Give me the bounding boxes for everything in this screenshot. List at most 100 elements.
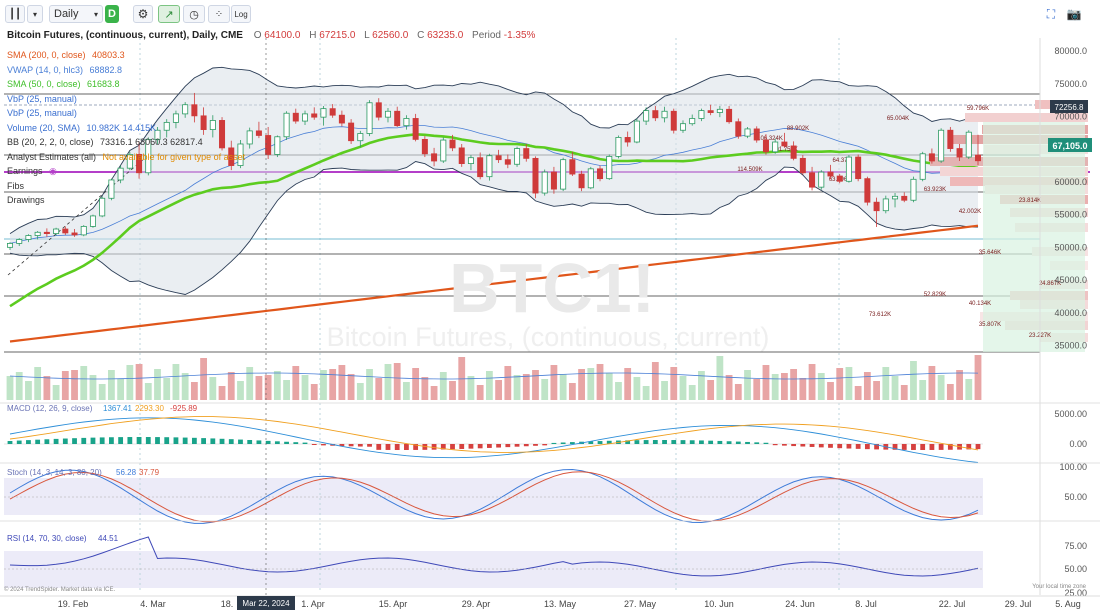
macd-histogram-bar	[699, 440, 704, 444]
stoch-k-line	[9, 468, 979, 524]
high-value: 67215.0	[319, 30, 356, 41]
legend-name: VbP (25, manual)	[7, 93, 77, 104]
stoch-legend-value: 56.28	[116, 468, 137, 477]
log-label: Log	[234, 9, 248, 19]
macd-histogram-bar	[72, 438, 77, 444]
macd-histogram-bar	[782, 444, 787, 446]
volume-bar	[965, 379, 973, 400]
legend-row[interactable]: BB (20, 2, 2, 0, close) 73316.1 68060.3 …	[7, 137, 203, 147]
volume-bar	[532, 370, 539, 400]
legend-row[interactable]: SMA (200, 0, close) 40803.3	[7, 50, 125, 60]
candle-body	[560, 159, 567, 190]
compare-button[interactable]: ⁘	[208, 5, 230, 23]
interval-select[interactable]: Daily ▾	[49, 5, 103, 23]
volume-bar	[495, 380, 503, 400]
candle-body	[126, 154, 133, 169]
candle-body	[615, 137, 622, 157]
volume-bar	[845, 367, 853, 400]
legend-value: 40803.3	[89, 50, 125, 60]
replay-button[interactable]: ◷	[183, 5, 205, 23]
candle-body	[246, 130, 253, 145]
candle-body	[975, 154, 982, 162]
volume-bar	[144, 383, 152, 400]
fullscreen-button[interactable]: ⛶	[1042, 5, 1060, 23]
eye-icon[interactable]: ◉	[46, 166, 57, 176]
candle-body	[707, 110, 714, 113]
legend-row[interactable]: Earnings ◉	[7, 166, 57, 177]
candle-body	[956, 148, 963, 158]
volume-bar	[80, 366, 88, 400]
macd-histogram-bar	[523, 444, 529, 447]
macd-histogram-bar	[892, 444, 898, 450]
price-axis-label: 45000.0	[1054, 275, 1087, 285]
macd-histogram-bar	[284, 441, 289, 444]
volume-bar	[827, 382, 834, 400]
volume-bar	[43, 376, 51, 400]
macd-histogram-bar	[837, 444, 843, 449]
snapshot-button[interactable]: 📷	[1065, 5, 1083, 23]
candle-body	[855, 156, 862, 180]
legend-row[interactable]: SMA (50, 0, close) 61683.8	[7, 79, 120, 89]
legend-row[interactable]: Volume (20, SMA) 10.982K 14.415K	[7, 123, 156, 133]
volume-bar	[725, 375, 733, 400]
volume-bar	[624, 368, 632, 400]
volume-bar	[504, 366, 512, 400]
candle-body	[320, 108, 327, 118]
volume-bar	[338, 365, 346, 400]
volume-bar	[707, 380, 715, 400]
volume-bar	[52, 385, 60, 400]
legend-row[interactable]: VWAP (14, 0, hlc3) 68882.8	[7, 65, 122, 75]
price-axis-label: 35000.0	[1054, 340, 1087, 350]
macd-line	[9, 417, 979, 463]
candle-body	[928, 153, 935, 162]
legend-row[interactable]: VbP (25, manual)	[7, 108, 77, 118]
macd-histogram-bar	[643, 440, 649, 444]
legend-row[interactable]: Drawings	[7, 195, 45, 205]
time-axis-label: 29. Jul	[1005, 599, 1032, 609]
time-axis-label: 18.	[221, 599, 234, 609]
legend-row[interactable]: Analyst Estimates (all) Not available fo…	[7, 152, 245, 162]
chart-type-dropdown[interactable]: ▾	[27, 5, 43, 23]
volume-bar	[190, 382, 198, 400]
candle-body	[569, 159, 576, 175]
legend-row[interactable]: Fibs	[7, 181, 24, 191]
price-axis-label: 80000.0	[1054, 46, 1087, 56]
sma50-line	[9, 132, 979, 308]
time-axis-label: 15. Apr	[379, 599, 408, 609]
macd-histogram-bar	[357, 444, 363, 447]
candle-body	[163, 121, 170, 131]
vbp-label: 35.646K	[979, 250, 1001, 256]
indicators-button[interactable]: ↗	[158, 5, 180, 23]
volume-bar	[356, 383, 364, 400]
macd-histogram-bar	[450, 444, 455, 450]
candle-body	[633, 120, 640, 143]
chart-type-button[interactable]: ┃┃	[5, 5, 25, 23]
candle-body	[467, 157, 474, 164]
daily-badge[interactable]: D	[105, 5, 119, 23]
macd-histogram-bar	[90, 437, 96, 444]
legend-name: BB (20, 2, 2, 0, close)	[7, 137, 94, 147]
volume-bar	[817, 373, 825, 400]
legend-name: SMA (50, 0, close)	[7, 79, 81, 89]
candle-body	[80, 225, 87, 236]
macd-histogram-bar	[109, 437, 114, 444]
candle-body	[338, 114, 345, 124]
time-axis-label: 24. Jun	[785, 599, 815, 609]
candle-body	[762, 139, 769, 153]
open-value: 64100.0	[264, 30, 301, 41]
settings-button[interactable]: ⚙	[133, 5, 153, 23]
legend-row[interactable]: VbP (25, manual)	[7, 94, 77, 104]
volume-bar	[651, 362, 659, 400]
volume-bar	[15, 372, 23, 400]
candle-body	[228, 147, 235, 166]
volume-bar	[273, 371, 281, 400]
candle-body	[781, 141, 788, 147]
vbp-green-zone	[983, 122, 1085, 352]
close-label: C	[417, 30, 425, 41]
log-scale-button[interactable]: Log	[231, 5, 251, 23]
volume-bar	[836, 368, 844, 400]
volume-bar	[108, 370, 115, 400]
macd-histogram-bar	[800, 444, 806, 447]
volume-bar	[688, 385, 696, 400]
